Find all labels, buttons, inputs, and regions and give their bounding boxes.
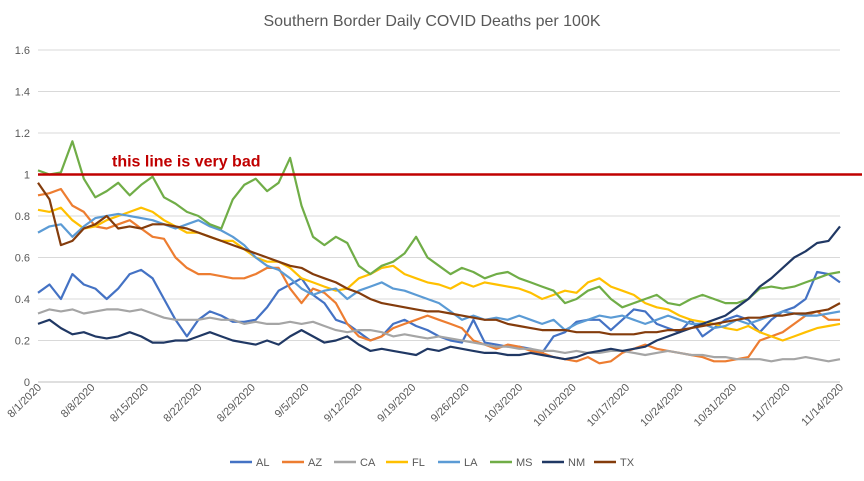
x-tick-label: 9/12/2020 <box>322 382 365 425</box>
x-tick-label: 9/5/2020 <box>273 382 312 421</box>
series-line-ms <box>37 140 841 309</box>
series-line-ca <box>37 308 841 363</box>
legend-label-ms: MS <box>516 457 533 469</box>
x-tick-label: 8/8/2020 <box>59 382 98 421</box>
x-axis-ticks: 8/1/2020 8/8/2020 8/15/2020 8/22/2020 8/29/2… <box>5 382 846 429</box>
x-tick-label: 11/14/2020 <box>799 382 846 429</box>
series-line-nm <box>37 225 841 361</box>
legend-label-la: LA <box>464 457 478 469</box>
legend-label-al: AL <box>256 457 269 469</box>
y-axis-ticks: 0 0.2 0.4 0.6 0.8 1 1.2 1.4 1.6 <box>15 45 30 389</box>
legend-label-az: AZ <box>308 457 322 469</box>
x-tick-label: 9/19/2020 <box>375 382 418 425</box>
x-tick-label: 11/7/2020 <box>750 382 793 425</box>
x-tick-label: 8/29/2020 <box>215 382 258 425</box>
chart-title: Southern Border Daily COVID Deaths per 1… <box>263 13 600 30</box>
legend-label-nm: NM <box>568 457 585 469</box>
x-tick-label: 10/17/2020 <box>585 382 632 429</box>
y-tick-label: 1.6 <box>15 45 30 57</box>
y-tick-label: 1 <box>24 170 30 182</box>
y-tick-label: 0.2 <box>15 336 30 348</box>
reference-line-label: this line is very bad <box>112 154 261 171</box>
series-line-tx <box>37 182 841 336</box>
x-tick-label: 10/10/2020 <box>531 382 578 429</box>
y-tick-label: 0 <box>24 377 30 389</box>
y-tick-label: 1.2 <box>15 128 30 140</box>
legend-label-fl: FL <box>412 457 425 469</box>
y-tick-label: 0.6 <box>15 253 30 265</box>
series-line-la <box>37 212 841 332</box>
series-lines <box>37 140 841 365</box>
y-tick-label: 0.8 <box>15 211 30 223</box>
series-line-az <box>37 187 840 365</box>
x-tick-label: 10/24/2020 <box>638 382 685 429</box>
x-tick-label: 9/26/2020 <box>429 382 472 425</box>
x-tick-label: 10/3/2020 <box>482 382 525 425</box>
legend-label-ca: CA <box>360 457 376 469</box>
reference-line-group: this line is very bad <box>38 154 862 176</box>
x-tick-label: 8/22/2020 <box>161 382 204 425</box>
legend: AL AZ CA FL LA MS NM TX <box>230 457 635 469</box>
y-tick-label: 1.4 <box>15 87 30 99</box>
x-tick-label: 8/15/2020 <box>108 382 151 425</box>
y-tick-label: 0.4 <box>15 294 30 306</box>
x-tick-label: 10/31/2020 <box>692 382 739 429</box>
legend-label-tx: TX <box>620 457 635 469</box>
